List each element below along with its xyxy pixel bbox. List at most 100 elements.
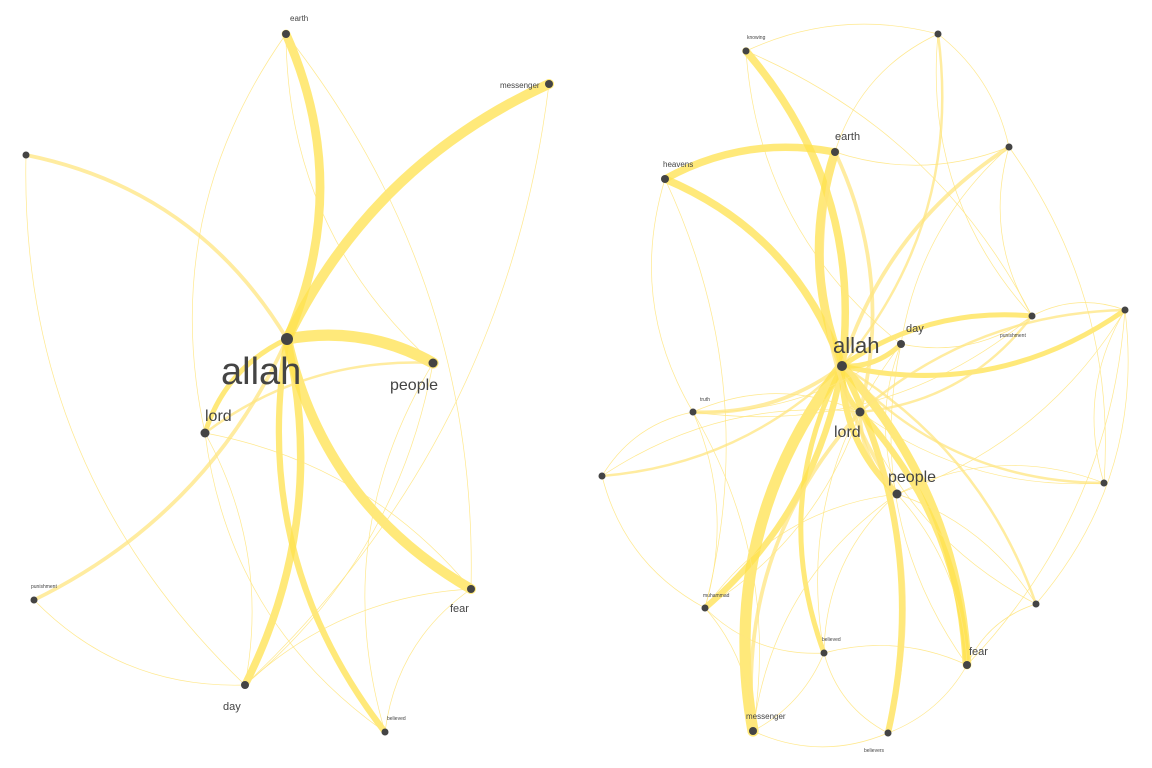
edge-lord-punishment [858,314,1034,414]
edge-lord-people [858,410,899,496]
edge-people-believed [364,362,434,733]
edge-allah-punishment [32,337,289,602]
node-lord[interactable] [855,407,865,417]
edge-allah-n_r3 [840,364,1038,606]
edge-n_top-punishment [935,33,1033,317]
edge-truth-messenger [692,411,760,732]
node-label-lord: lord [834,424,861,441]
node-label-allah: allah [833,333,879,358]
edge-earth-lord [191,33,287,434]
edge-n_tr-earth [834,146,1010,166]
nodes-left [22,30,553,736]
edge-n_far-people [896,309,1126,495]
node-day[interactable] [897,340,905,348]
edge-n_r2-people [896,465,1105,495]
node-earth[interactable] [282,30,290,38]
node-label-heavens: heavens [663,160,693,169]
edge-allah-day [241,335,305,689]
edge-lord-people [203,361,435,435]
node-earth[interactable] [831,148,839,156]
edge-punishment-day [33,599,246,686]
node-n_r3[interactable] [1032,600,1040,608]
node-label-day: day [223,701,241,713]
edges-left [24,29,554,736]
node-label-day: day [906,323,924,335]
node-messenger[interactable] [749,727,757,735]
node-allah[interactable] [837,361,847,371]
edge-n_tr-punishment [999,146,1033,317]
node-n_top[interactable] [934,30,942,38]
edge-allah-heavens [661,175,846,370]
node-muhammad[interactable] [701,604,709,612]
edge-lord-muhammad [704,411,861,609]
edge-people-n_r3 [896,493,1037,605]
node-believed[interactable] [820,649,828,657]
edge-allah-believed [798,363,845,656]
node-label-messenger: messenger [500,81,540,90]
edge-day-punishment [900,315,1033,349]
node-people[interactable] [892,489,902,499]
edge-fear-believers [887,664,968,734]
node-punishment[interactable] [30,596,38,604]
edge-fear-believed [384,588,472,733]
edge-earth-people [285,33,434,364]
node-believers[interactable] [884,729,892,737]
edge-people-believed [823,493,898,654]
node-punishment[interactable] [1028,312,1036,320]
edge-truth-n_left [601,411,694,477]
node-people[interactable] [428,358,438,368]
edge-allah-believed [275,335,389,736]
edge-lord-n_far [858,308,1127,414]
node-messenger[interactable] [545,80,553,88]
node-label-believed: believed [387,716,406,722]
node-n_r2[interactable] [1100,479,1108,487]
node-fear[interactable] [963,661,971,669]
node-truth[interactable] [689,408,697,416]
labels-right: allah knowing earth heavens day punishment tru… [663,35,1026,754]
node-n_far[interactable] [1121,306,1129,314]
node-n_left[interactable] [598,472,606,480]
node-allah[interactable] [281,333,293,345]
node-label-earth: earth [835,131,860,143]
edge-people-muhammad [704,493,898,609]
edge-n_r3-lord [859,411,1037,605]
edge-allah-n_top [840,32,944,368]
node-label-fear: fear [450,603,469,615]
edge-knowing-n_top [745,23,939,52]
node-heavens[interactable] [661,175,669,183]
edge-believed-believers [823,652,889,734]
edge-lord-believed [204,432,386,733]
edge-n_left-lord [601,409,861,477]
edge-allah-lord [202,336,290,436]
node-label-punishment: punishment [31,584,57,590]
node-label-people: people [390,377,438,394]
node-n_tr[interactable] [1005,143,1013,151]
edge-lord-truth [692,393,861,413]
edge-allah-muhammad [701,362,846,612]
edge-people-messenger [752,493,898,732]
node-knowing[interactable] [742,47,750,55]
edge-truth-punishment [692,315,1033,418]
node-label-earth: earth [290,14,308,23]
node-fear[interactable] [467,585,475,593]
edges-right [600,23,1129,748]
edge-believed-messenger [752,652,825,732]
node-label-truth: truth [700,397,710,403]
edge-allah-punishment [839,312,1035,369]
node-day[interactable] [241,681,249,689]
edge-knowing-day [745,50,902,345]
edge-earth-people [820,150,899,496]
node-label-muhammad: muhammad [703,593,730,599]
edge-allah-knowing [742,47,850,370]
node-n1[interactable] [22,151,30,159]
node-label-believers: believers [864,748,885,754]
graph-left: allah earth messenger people lord punishment f… [22,14,554,736]
edge-heavens-truth [651,178,694,413]
node-lord[interactable] [200,428,210,438]
edge-muhammad-messenger [704,607,754,732]
node-believed[interactable] [381,728,389,736]
edge-n_far-fear [966,309,1126,666]
node-label-allah: allah [221,351,301,393]
